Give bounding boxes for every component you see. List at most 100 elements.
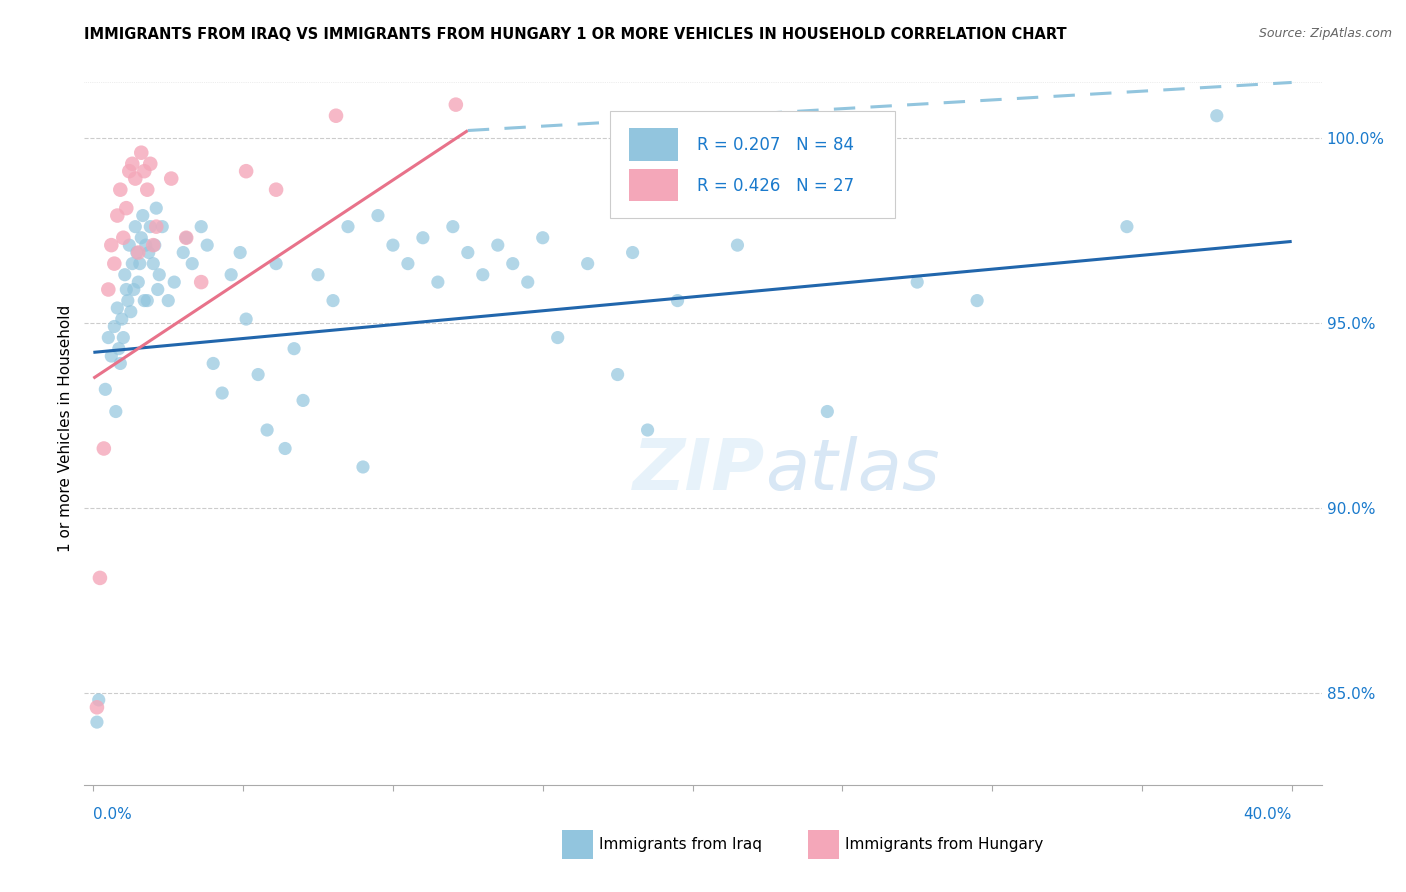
Point	[150, 219, 173, 234]
Text: ZIP: ZIP	[633, 436, 765, 506]
Point	[143, 238, 166, 252]
Point	[124, 171, 146, 186]
Point	[129, 231, 152, 245]
Point	[112, 330, 135, 344]
Text: R = 0.426   N = 27: R = 0.426 N = 27	[697, 177, 853, 194]
Point	[1116, 219, 1139, 234]
Point	[118, 238, 141, 252]
Point	[396, 257, 419, 271]
Point	[195, 238, 218, 252]
Point	[235, 164, 257, 178]
Point	[134, 164, 156, 178]
FancyBboxPatch shape	[628, 169, 678, 202]
Y-axis label: 1 or more Vehicles in Household: 1 or more Vehicles in Household	[58, 304, 73, 552]
Point	[815, 404, 838, 418]
Point	[190, 219, 212, 234]
Point	[457, 245, 479, 260]
Point	[621, 245, 644, 260]
Point	[666, 293, 689, 308]
Text: Immigrants from Iraq: Immigrants from Iraq	[599, 838, 762, 852]
Point	[163, 275, 186, 289]
Point	[256, 423, 278, 437]
Point	[202, 356, 225, 370]
Point	[905, 275, 928, 289]
Point	[145, 219, 167, 234]
Point	[292, 393, 315, 408]
Point	[547, 330, 569, 344]
Point	[211, 386, 233, 401]
Point	[531, 231, 554, 245]
Point	[148, 268, 170, 282]
Point	[125, 245, 148, 260]
Point	[367, 209, 389, 223]
Point	[174, 231, 197, 245]
Point	[145, 201, 167, 215]
Point	[325, 109, 347, 123]
Point	[89, 571, 111, 585]
Point	[127, 275, 149, 289]
Point	[100, 238, 122, 252]
Point	[146, 283, 169, 297]
Point	[727, 238, 749, 252]
Point	[136, 183, 159, 197]
Point	[160, 171, 183, 186]
Point	[471, 268, 494, 282]
Point	[444, 97, 467, 112]
Point	[114, 268, 136, 282]
Point	[103, 319, 125, 334]
Point	[94, 382, 117, 396]
Point	[93, 442, 115, 456]
Point	[117, 293, 139, 308]
Point	[105, 301, 128, 315]
Point	[142, 238, 165, 252]
Point	[516, 275, 538, 289]
Point	[132, 209, 155, 223]
Point	[122, 283, 145, 297]
Point	[174, 231, 197, 245]
Point	[97, 330, 120, 344]
Point	[103, 257, 125, 271]
Point	[264, 257, 287, 271]
Point	[247, 368, 270, 382]
Point	[637, 423, 659, 437]
Point	[139, 157, 162, 171]
Point	[135, 238, 157, 252]
Point	[128, 257, 150, 271]
Point	[606, 368, 628, 382]
Point	[124, 219, 146, 234]
Point	[1205, 109, 1227, 123]
Point	[381, 238, 404, 252]
Point	[412, 231, 434, 245]
Point	[97, 283, 120, 297]
Point	[129, 145, 152, 160]
Point	[966, 293, 988, 308]
Point	[136, 293, 159, 308]
Point	[118, 164, 141, 178]
Point	[111, 312, 134, 326]
Text: atlas: atlas	[765, 436, 939, 506]
Point	[100, 349, 122, 363]
Point	[139, 219, 162, 234]
Point	[502, 257, 524, 271]
Point	[86, 700, 108, 714]
Point	[142, 257, 165, 271]
Point	[112, 231, 135, 245]
Point	[121, 157, 143, 171]
Point	[229, 245, 252, 260]
Point	[121, 257, 143, 271]
Point	[115, 283, 138, 297]
Point	[127, 245, 149, 260]
Text: IMMIGRANTS FROM IRAQ VS IMMIGRANTS FROM HUNGARY 1 OR MORE VEHICLES IN HOUSEHOLD : IMMIGRANTS FROM IRAQ VS IMMIGRANTS FROM …	[84, 27, 1067, 42]
Text: 0.0%: 0.0%	[93, 807, 132, 822]
Point	[134, 293, 156, 308]
Text: Source: ZipAtlas.com: Source: ZipAtlas.com	[1258, 27, 1392, 40]
Point	[337, 219, 360, 234]
Point	[426, 275, 449, 289]
Point	[181, 257, 204, 271]
Point	[352, 460, 374, 475]
Text: R = 0.207   N = 84: R = 0.207 N = 84	[697, 136, 853, 153]
Point	[86, 715, 108, 730]
Point	[219, 268, 242, 282]
Point	[172, 245, 194, 260]
Point	[486, 238, 509, 252]
